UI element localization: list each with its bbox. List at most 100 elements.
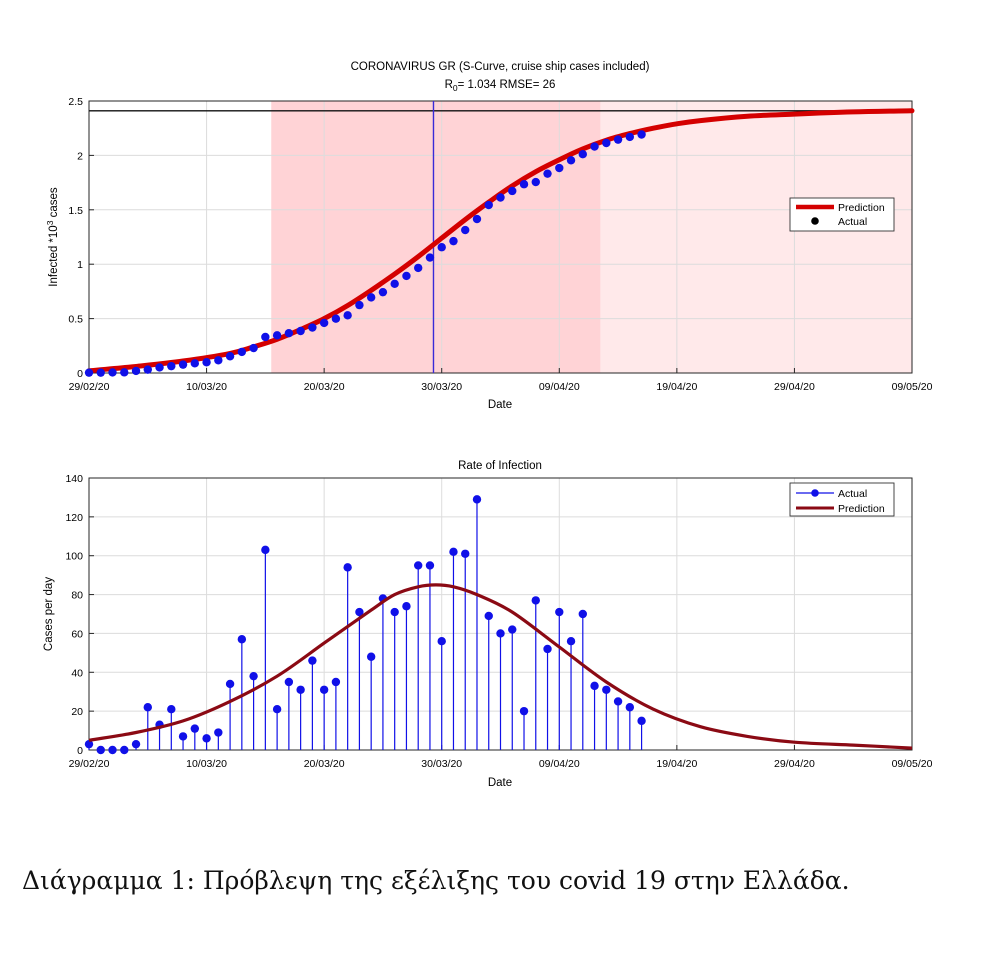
y-tick-label: 0 [77, 368, 83, 380]
actual-stem-marker [343, 563, 352, 572]
actual-stem-marker [108, 745, 117, 755]
actual-point [414, 263, 423, 273]
actual-point [84, 368, 94, 377]
actual-stem-marker [355, 607, 364, 617]
actual-point [249, 343, 258, 353]
actual-point [120, 368, 129, 377]
legend-bottom: Actual Prediction [789, 482, 895, 517]
legend-actual-marker [811, 217, 819, 225]
actual-point [143, 365, 152, 374]
actual-stem-marker [390, 607, 399, 617]
actual-stem-marker [143, 703, 152, 712]
chart-s-curve: 29/02/20 10/03/20 20/03/20 30/03/20 09/04/20… [45, 61, 933, 411]
actual-point [625, 132, 635, 142]
legend-top: Prediction Actual [789, 197, 895, 232]
actual-stem-marker [84, 739, 94, 749]
shaded-region [600, 101, 912, 373]
x-tick-label: 09/04/20 [539, 758, 580, 770]
legend-prediction-label: Prediction [838, 503, 885, 515]
x-tick-label: 19/04/20 [656, 381, 697, 393]
actual-stems [84, 495, 646, 755]
actual-stem-marker [331, 677, 341, 687]
actual-stem-marker [319, 685, 329, 694]
actual-point [108, 368, 117, 377]
actual-stem-marker [225, 679, 235, 689]
x-tick-label: 20/03/20 [304, 381, 345, 393]
y-tick-labels: 0 20 40 60 80 100 120 140 [65, 473, 83, 757]
actual-stem-marker [602, 685, 611, 694]
y-label-main: Infected *10 [48, 225, 60, 286]
actual-point [402, 271, 411, 281]
actual-point [237, 347, 247, 357]
figure-caption: Διάγραμμα 1: Πρόβλεψη της εξέλιξης του c… [22, 866, 850, 895]
actual-point [461, 225, 470, 235]
actual-stem-marker [449, 547, 458, 557]
legend-box [789, 197, 895, 232]
x-tick-labels: 29/02/20 10/03/20 20/03/20 30/03/20 09/04/20… [69, 758, 933, 770]
actual-stem-marker [296, 685, 305, 694]
x-axis-label: Date [488, 777, 512, 789]
shaded-regions [271, 101, 912, 373]
actual-stem-marker [425, 561, 435, 570]
y-label-sup: 3 [45, 220, 55, 225]
actual-point [390, 279, 399, 288]
actual-point [531, 177, 540, 187]
actual-point [96, 368, 105, 377]
actual-point [472, 214, 482, 224]
actual-point [519, 180, 529, 189]
y-axis-label: Cases per day [43, 577, 55, 651]
y-tick-label: 1.5 [68, 205, 83, 217]
actual-stem-marker [167, 705, 176, 714]
x-tick-label: 09/04/20 [539, 381, 580, 393]
actual-stem-marker [566, 637, 576, 646]
legend-actual-marker [811, 489, 819, 497]
x-tick-label: 29/02/20 [69, 381, 110, 393]
y-tick-label: 2 [77, 150, 83, 162]
actual-point [319, 318, 329, 328]
chart-rate-of-infection: 29/02/20 10/03/20 20/03/20 30/03/20 09/04/20… [43, 460, 933, 789]
prediction-curve [86, 108, 915, 374]
actual-stem-marker [590, 681, 599, 691]
actual-point [343, 311, 352, 320]
actual-stem-marker [625, 703, 635, 712]
x-tick-label: 09/05/20 [892, 758, 933, 770]
chart-title: CORONAVIRUS GR (S-Curve, cruise ship cas… [351, 61, 650, 73]
x-tick-label: 10/03/20 [186, 381, 227, 393]
actual-stem-marker [472, 495, 482, 504]
actual-stem-marker [484, 611, 493, 621]
actual-stem-marker [190, 724, 200, 733]
actual-point [449, 236, 458, 246]
actual-stem-marker [249, 671, 258, 681]
actual-point [590, 142, 599, 151]
actual-stem-marker [202, 734, 211, 743]
legend-actual-label: Actual [838, 488, 867, 500]
actual-stem-marker [178, 732, 188, 741]
y-tick-label: 100 [65, 551, 83, 563]
actual-stem-marker [543, 644, 552, 654]
actual-point [190, 359, 200, 368]
x-tick-label: 29/04/20 [774, 758, 815, 770]
actual-point [543, 169, 552, 178]
actual-stem-marker [308, 656, 317, 665]
actual-point [355, 300, 364, 310]
actual-stem-marker [555, 607, 564, 617]
actual-stem-marker [414, 561, 423, 570]
chart-subtitle: R0= 1.034 RMSE= 26 [445, 79, 556, 93]
x-tick-label: 29/02/20 [69, 758, 110, 770]
actual-point [178, 360, 188, 369]
y-tick-label: 60 [71, 628, 83, 640]
actual-point [261, 332, 270, 342]
actual-point [437, 243, 446, 252]
x-axis-label: Date [488, 399, 512, 411]
legend-actual-label: Actual [838, 216, 867, 228]
actual-stem-marker [496, 629, 505, 638]
actual-point [296, 326, 305, 336]
y-tick-label: 0.5 [68, 314, 83, 326]
x-tick-label: 19/04/20 [656, 758, 697, 770]
actual-point [155, 363, 164, 372]
y-tick-label: 80 [71, 590, 83, 602]
actual-point [366, 293, 376, 302]
actual-stem-marker [131, 739, 141, 749]
legend-prediction-label: Prediction [838, 202, 885, 214]
